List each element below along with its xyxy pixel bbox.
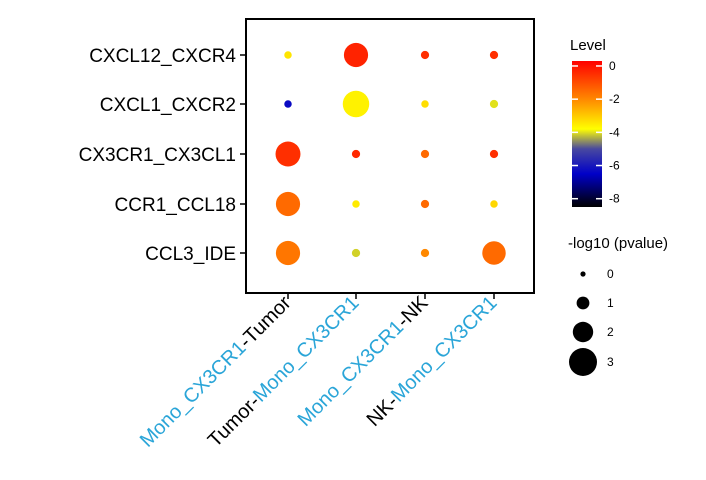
data-point <box>420 50 430 60</box>
data-point <box>420 248 430 258</box>
data-point <box>420 199 430 209</box>
size-legend-dot <box>569 348 597 376</box>
y-axis: CXCL12_CXCR4 CXCL1_CXCR2 CX3CR1_CX3CL1 CCR1… <box>79 46 246 265</box>
data-point <box>275 141 301 167</box>
size-legend-label: 1 <box>607 296 614 310</box>
data-points <box>275 42 506 266</box>
data-point <box>489 50 499 60</box>
data-point <box>421 100 429 108</box>
y-tick-label: CXCL12_CXCR4 <box>89 46 236 67</box>
color-bar-tick-label: -4 <box>609 125 620 139</box>
data-point <box>284 100 292 108</box>
size-legend-label: 3 <box>607 355 614 369</box>
color-bar-tick-label: 0 <box>609 59 616 73</box>
data-point <box>275 240 301 266</box>
x-tick-label: NK-Mono_CX3CR1 <box>363 292 502 431</box>
size-legend-dot <box>580 271 586 277</box>
data-point <box>482 241 506 265</box>
data-point <box>352 200 360 208</box>
size-legend-label: 2 <box>607 325 614 339</box>
color-legend: Level 0 -2 -4 -6 -8 <box>570 37 620 207</box>
size-legend-dot <box>572 321 594 343</box>
y-tick-label: CCL3_IDE <box>145 244 236 265</box>
data-point <box>351 149 361 159</box>
size-legend-title: -log10 (pvalue) <box>568 235 668 252</box>
data-point <box>284 51 292 59</box>
data-point <box>420 149 430 159</box>
data-point <box>343 42 369 68</box>
x-tick-label-part: -Tumor <box>235 292 296 353</box>
size-legend-label: 0 <box>607 267 614 281</box>
color-bar-tick-label: -2 <box>609 92 620 106</box>
size-legend: -log10 (pvalue) 0 1 2 3 <box>568 235 668 376</box>
y-tick-label: CX3CR1_CX3CL1 <box>79 145 236 166</box>
data-point <box>489 149 499 159</box>
x-tick-label-part: Tumor- <box>204 391 265 452</box>
data-point <box>342 90 370 118</box>
color-bar <box>572 61 602 207</box>
data-point <box>490 200 498 208</box>
size-legend-dot <box>576 296 590 310</box>
color-legend-title: Level <box>570 37 606 54</box>
y-tick-label: CXCL1_CXCR2 <box>100 95 236 116</box>
data-point <box>489 99 499 109</box>
y-tick-label: CCR1_CCL18 <box>115 195 236 216</box>
x-axis: Mono_CX3CR1-TumorTumor-Mono_CX3CR1Mono_C… <box>136 292 502 452</box>
x-tick-label: Mono_CX3CR1-NK <box>294 292 433 431</box>
data-point <box>275 191 301 217</box>
color-bar-tick-label: -8 <box>609 192 620 206</box>
data-point <box>351 248 361 258</box>
color-bar-tick-label: -6 <box>609 159 620 173</box>
